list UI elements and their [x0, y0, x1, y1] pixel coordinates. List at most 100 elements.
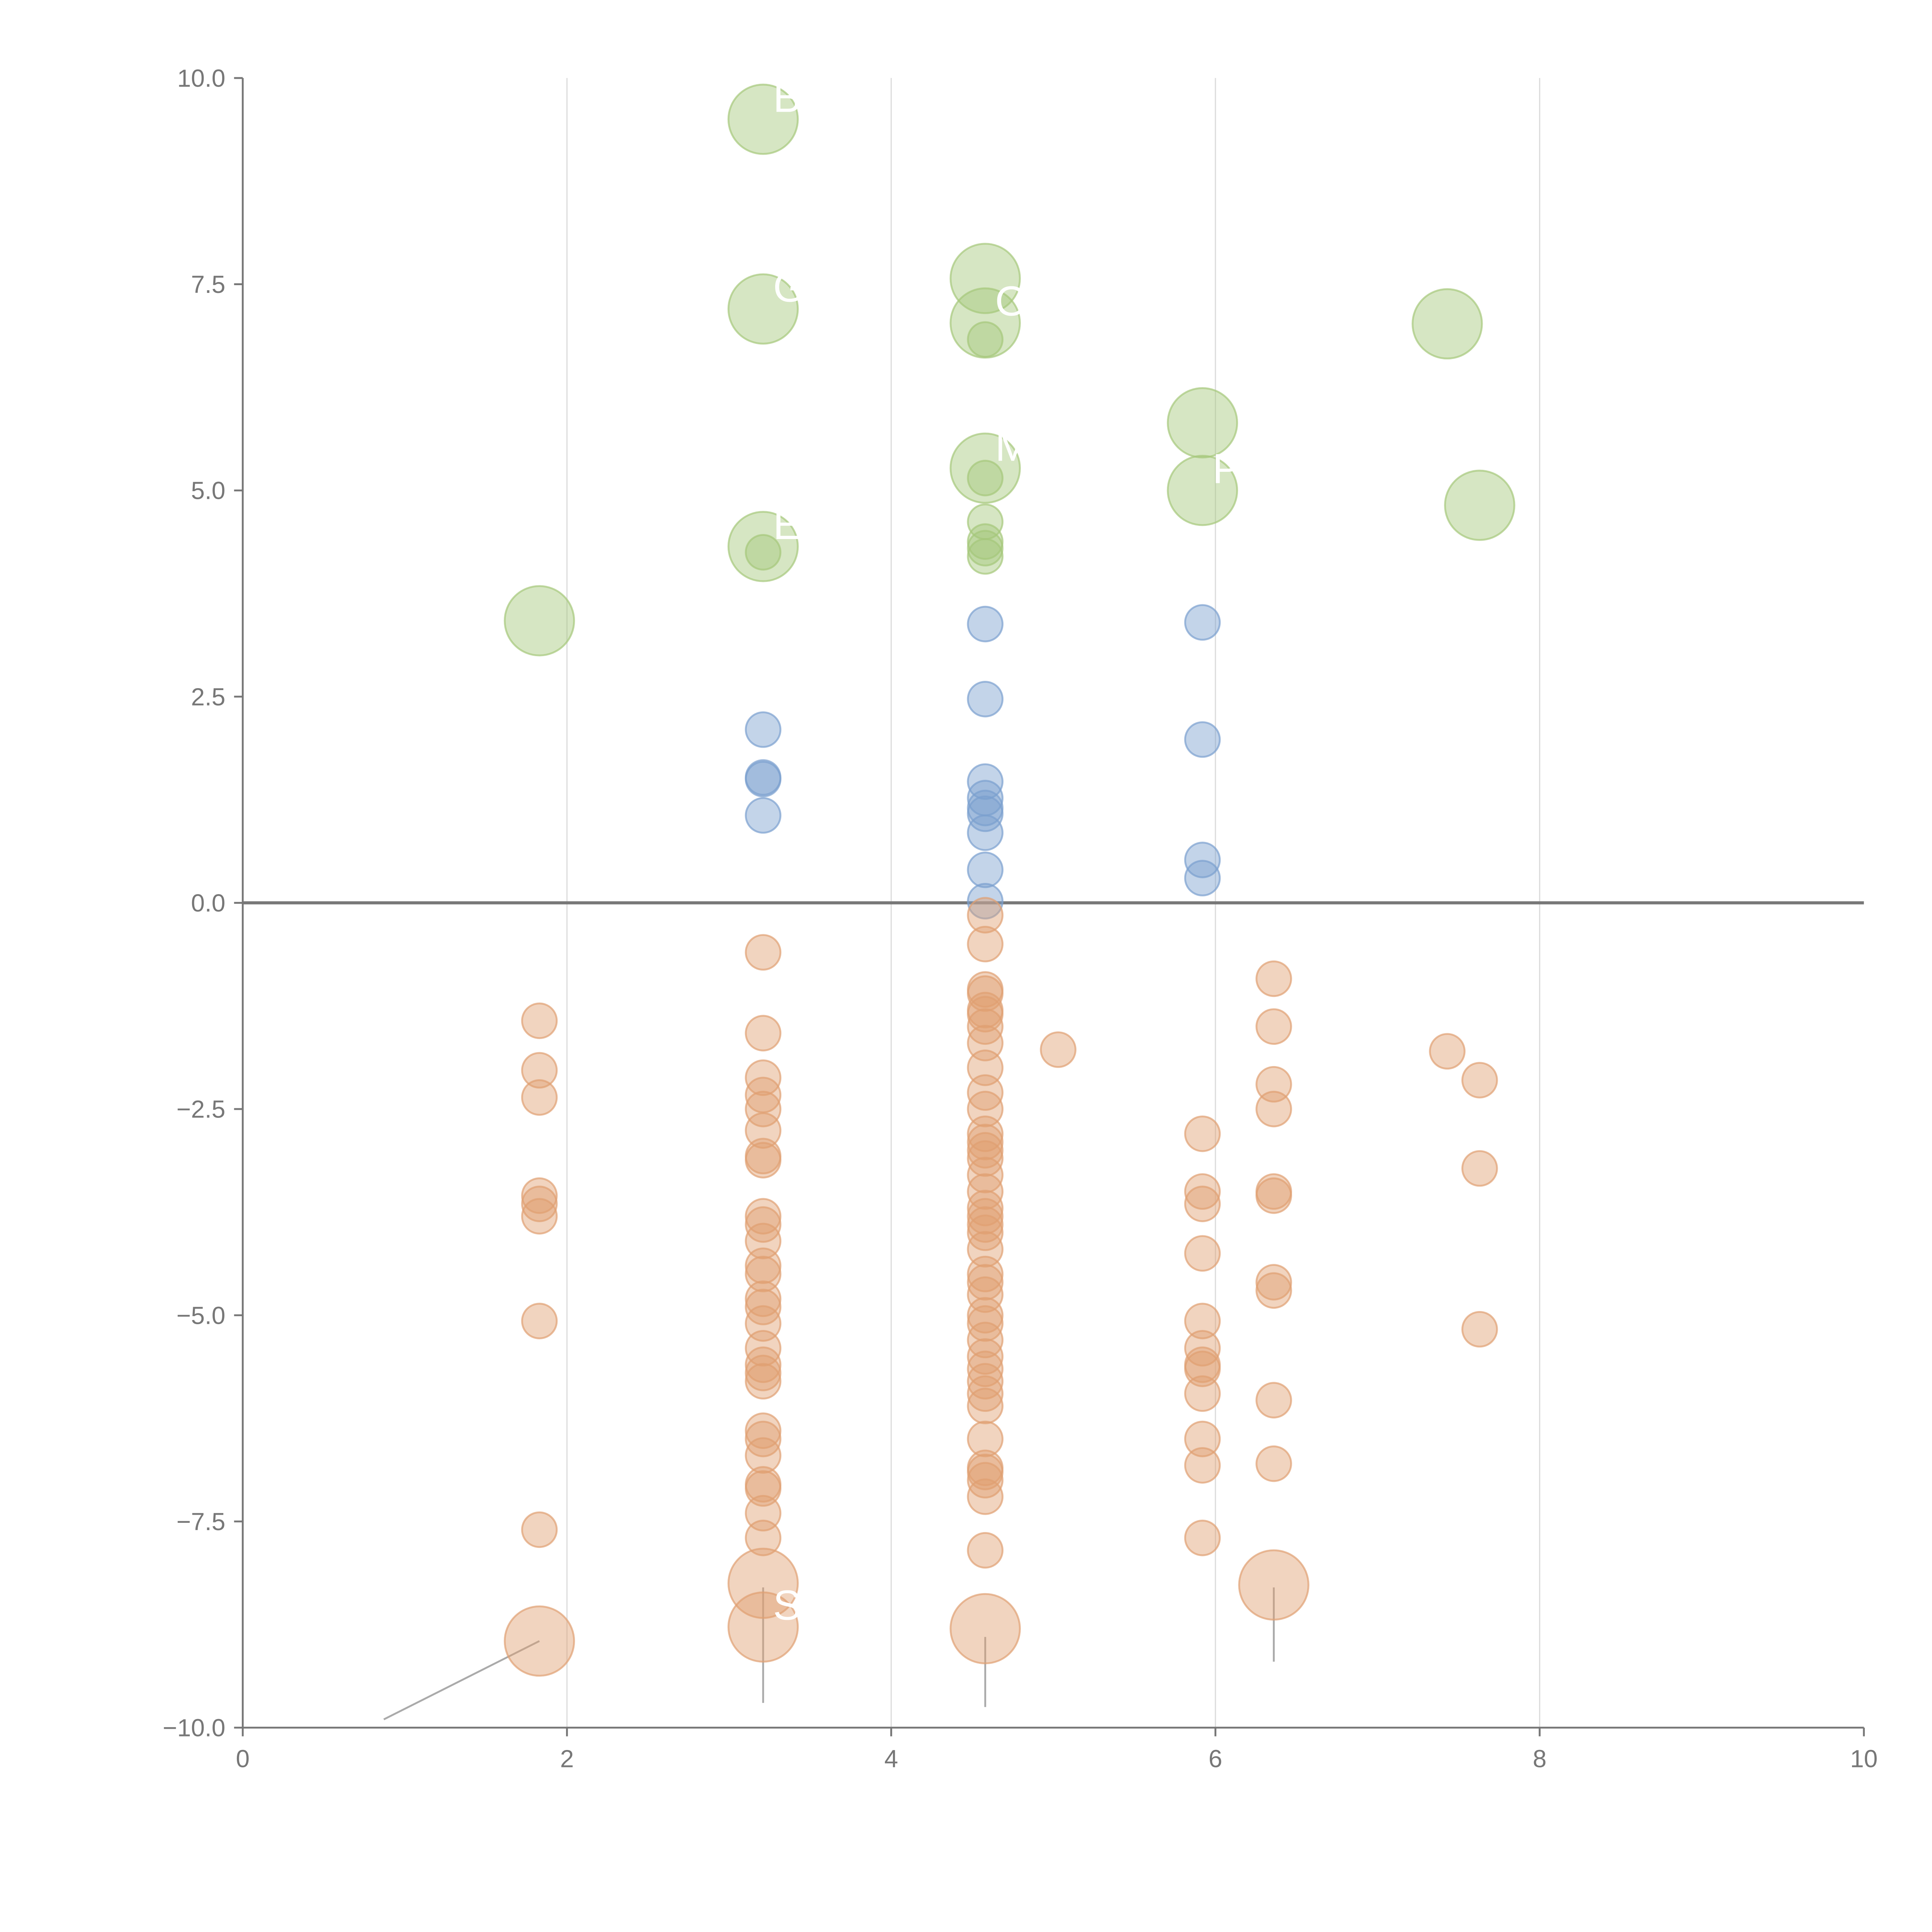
- green-bubble: [949, 243, 1021, 314]
- bubble-label: O: [995, 278, 1028, 325]
- blue-bubble: [1184, 860, 1221, 896]
- orange-bubble: [745, 1015, 782, 1052]
- orange-bubble: [967, 1255, 1004, 1293]
- blue-bubble: [745, 797, 782, 834]
- orange-bubble: [745, 1519, 782, 1556]
- blue-bubble: [1184, 604, 1221, 641]
- orange-bubble: [1461, 1062, 1498, 1099]
- orange-bubble: [521, 1511, 558, 1548]
- orange-bubble: [727, 1591, 799, 1663]
- x-tick-label: 2: [560, 1745, 574, 1773]
- axes: 0 2 4 6 8 10 10.0 7.5 5.0 2.5 0.0 −2.5 −5.0 −7.5 −10.0: [163, 64, 1878, 1772]
- orange-bubble: [949, 1593, 1021, 1665]
- blue-bubble: [745, 711, 782, 748]
- orange-bubble: [1040, 1031, 1077, 1068]
- green-bubble: [1444, 469, 1515, 541]
- orange-bubble: [1255, 1177, 1292, 1214]
- orange-bubble: [727, 1548, 799, 1619]
- y-tick-label: 7.5: [191, 270, 225, 298]
- y-tick-label: −2.5: [177, 1095, 226, 1123]
- orange-bubble: [1255, 1445, 1292, 1482]
- y-tick-label: −7.5: [177, 1508, 226, 1536]
- orange-bubble: [1461, 1150, 1498, 1187]
- y-tick-label: −5.0: [177, 1301, 226, 1329]
- green-bubble: [1167, 455, 1238, 526]
- blue-bubble: [967, 795, 1004, 832]
- orange-bubble: [745, 1354, 782, 1391]
- orange-bubble: [967, 1420, 1004, 1458]
- orange-bubble: [1184, 1519, 1221, 1556]
- blue-bubble: [967, 681, 1004, 718]
- orange-bubble: [1255, 1264, 1292, 1301]
- y-tick-label: −10.0: [163, 1714, 225, 1742]
- orange-bubble: [1184, 1173, 1221, 1210]
- orange-bubble: [1184, 1375, 1221, 1412]
- x-tick-label: 10: [1850, 1745, 1878, 1773]
- orange-bubble: [1238, 1549, 1310, 1621]
- orange-bubble: [745, 1437, 782, 1474]
- orange-bubble: [967, 996, 1004, 1032]
- bubble-label: S: [773, 1582, 801, 1629]
- green-bubble: [967, 538, 1004, 575]
- y-tick-label: 2.5: [191, 683, 225, 711]
- green-bubble: [727, 511, 799, 582]
- orange-bubble: [1184, 1115, 1221, 1152]
- x-tick-label: 6: [1209, 1745, 1223, 1773]
- orange-bubble: [1255, 1008, 1292, 1045]
- blue-bubble: [967, 605, 1004, 643]
- x-tick-label: 8: [1533, 1745, 1547, 1773]
- x-tick-label: 4: [884, 1745, 898, 1773]
- orange-bubble: [1255, 1272, 1292, 1309]
- orange-bubble: [521, 1052, 558, 1089]
- green-bubble: [503, 585, 575, 656]
- blue-bubble: [1184, 721, 1221, 758]
- orange-bubble: [521, 1198, 558, 1235]
- orange-bubble: [967, 897, 1004, 934]
- orange-bubble: [521, 1185, 558, 1222]
- orange-bubble: [967, 1375, 1004, 1412]
- orange-bubble: [967, 1276, 1004, 1313]
- orange-bubble: [521, 1177, 558, 1214]
- orange-bubble: [967, 1532, 1004, 1569]
- green-bubble: [967, 459, 1004, 497]
- orange-bubble: [967, 925, 1004, 963]
- bubble-label: E: [773, 501, 801, 548]
- orange-bubble: [1184, 1420, 1221, 1458]
- blue-bubble: [967, 883, 1004, 920]
- green-bubble: [1167, 387, 1238, 459]
- orange-bubble: [967, 1264, 1004, 1301]
- orange-bubble: [1184, 1235, 1221, 1272]
- green-bubble: [1412, 288, 1483, 360]
- bubble-label: M: [995, 423, 1030, 470]
- orange-bubble: [503, 1605, 575, 1677]
- orange-bubble: [967, 1478, 1004, 1515]
- bubble-label: B: [773, 74, 801, 121]
- y-tick-label: 10.0: [177, 64, 226, 92]
- point-labels: B G E O M P S: [773, 74, 1241, 1629]
- y-tick-label: 5.0: [191, 477, 225, 505]
- orange-bubble: [1255, 1382, 1292, 1418]
- orange-bubble: [1255, 1090, 1292, 1128]
- orange-bubble: [967, 1388, 1004, 1424]
- orange-bubble: [1184, 1447, 1221, 1484]
- orange-bubble: [1184, 1303, 1221, 1340]
- green-bubble: [745, 534, 782, 571]
- orange-bubble: [745, 1112, 782, 1149]
- orange-bubble: [745, 1363, 782, 1400]
- orange-bubble: [1184, 1185, 1221, 1222]
- orange-bubble: [1429, 1033, 1466, 1070]
- orange-bubble: [521, 1002, 558, 1039]
- data-points: [383, 83, 1515, 1720]
- orange-bubble: [745, 1247, 782, 1284]
- bubble-label: P: [1213, 445, 1241, 492]
- green-bubble: [949, 432, 1021, 504]
- green-bubble: [967, 321, 1004, 358]
- blue-bubble: [745, 761, 782, 798]
- blue-bubble: [967, 851, 1004, 888]
- orange-bubble: [521, 1079, 558, 1116]
- y-tick-label: 0.0: [191, 889, 225, 917]
- leader-line: [383, 1640, 540, 1720]
- x-tick-label: 0: [236, 1745, 250, 1773]
- orange-bubble: [1255, 960, 1292, 997]
